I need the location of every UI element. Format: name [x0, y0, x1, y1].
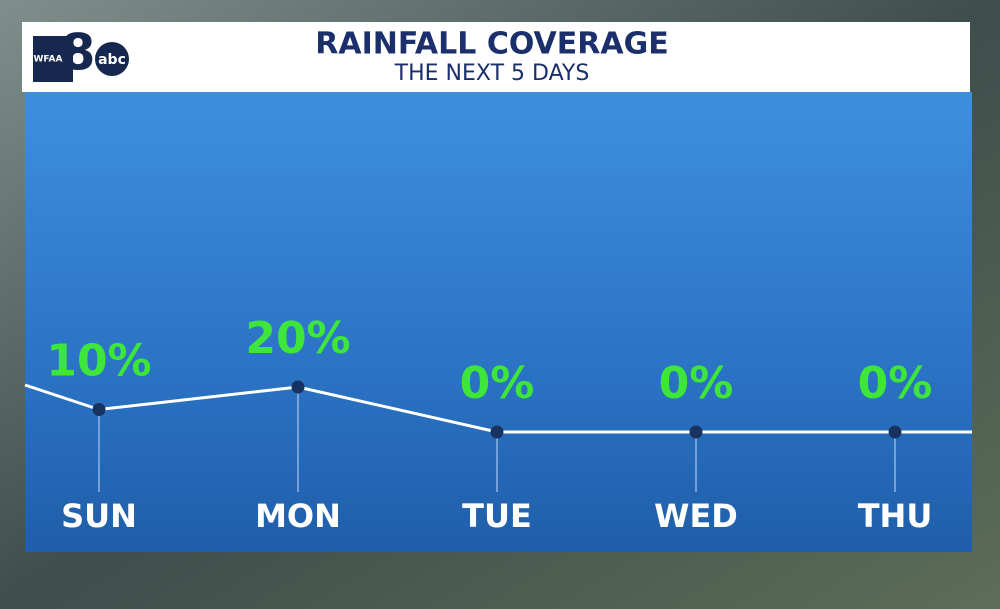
logo-circle	[95, 42, 129, 76]
value-label: 10%	[46, 336, 151, 387]
x-tick-label: WED	[654, 497, 738, 535]
data-point	[689, 425, 703, 439]
data-point	[888, 425, 902, 439]
logo-box	[33, 36, 73, 82]
chart-title: RAINFALL COVERAGE	[315, 27, 668, 62]
value-label: 20%	[245, 313, 350, 364]
data-point	[291, 380, 305, 394]
chart-panel	[25, 92, 972, 552]
x-tick-label: THU	[858, 497, 933, 535]
data-point	[92, 403, 106, 416]
x-tick-label: SUN	[61, 497, 137, 535]
logo-network: abc	[98, 52, 126, 68]
logo: WFAA 8 abc	[33, 24, 129, 82]
value-label: 0%	[858, 358, 933, 409]
logo-channel: 8	[61, 24, 96, 82]
line-lead-in	[24, 383, 100, 411]
logo-station: WFAA	[34, 55, 63, 65]
x-tick-label: MON	[255, 497, 341, 535]
chart-subtitle: THE NEXT 5 DAYS	[394, 61, 590, 86]
value-label: 0%	[659, 358, 734, 409]
data-point	[490, 425, 504, 439]
x-tick-label: TUE	[462, 497, 532, 535]
value-label: 0%	[460, 358, 535, 409]
header-band	[22, 22, 970, 92]
